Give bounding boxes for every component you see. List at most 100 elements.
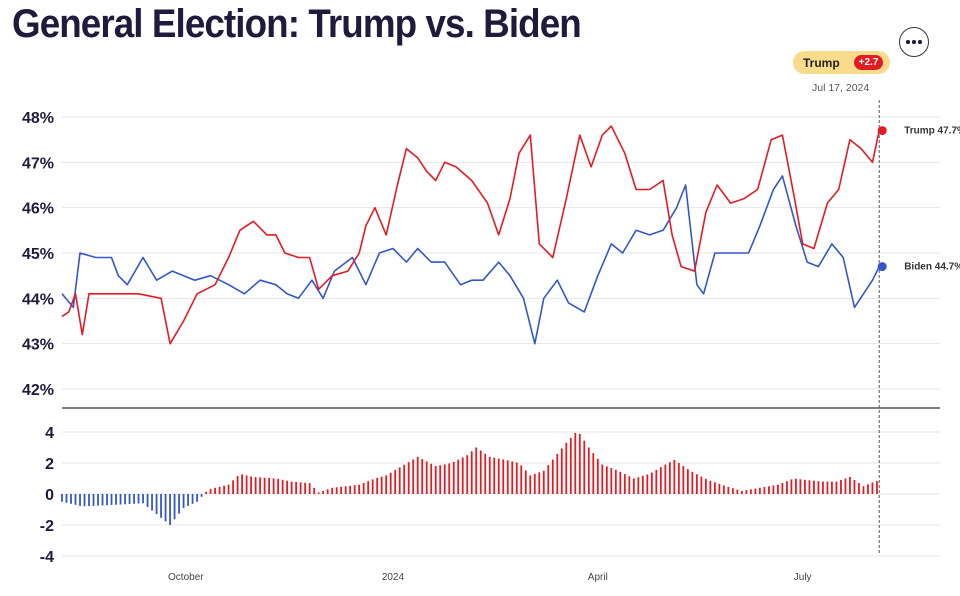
trump-margin-bar [250,476,253,494]
biden-margin-bar [196,494,198,502]
trump-margin-bar [587,447,590,494]
trump-margin-bar [745,490,748,494]
trump-margin-bar [731,488,734,494]
trump-margin-bar [826,481,829,494]
trump-margin-bar [295,481,298,494]
trump-margin-bar [569,437,572,494]
biden-margin-bar [169,494,171,525]
trump-margin-bar [727,486,730,494]
trump-margin-bar [430,463,433,494]
trump-margin-bar [254,477,257,494]
trump-margin-bar [718,483,721,494]
trump-margin-bar [475,447,478,494]
biden-margin-bar [110,494,113,505]
trump-margin-bar [844,478,847,494]
trump-margin-bar [637,477,640,494]
biden-line [61,175,880,345]
biden-margin-bar [88,494,90,507]
y-tick-label: 47% [22,155,54,172]
trump-margin-bar [858,483,860,494]
biden-margin-bar [155,494,158,515]
y-tick-label: 46% [22,201,54,218]
trump-margin-bar [691,471,694,494]
biden-margin-bar [70,494,72,504]
biden-margin-bar [182,494,185,508]
y-tick-label: 48% [22,110,54,127]
y-tick-label: 2 [45,456,54,473]
trump-margin-bar [520,465,523,494]
trump-margin-bar [448,463,451,494]
biden-margin-bar [83,494,86,507]
y-tick-label: 42% [22,382,54,399]
margin-bars [61,432,878,525]
trump-margin-bar [272,478,275,494]
trump-margin-bar [673,459,676,494]
trump-margin-bar [470,451,473,494]
trump-margin-bar [574,432,577,494]
trump-margin-bar [795,478,797,494]
trump-margin-bar [713,482,716,494]
biden-margin-bar [128,494,131,505]
trump-margin-bar [299,482,302,494]
trump-margin-bar [367,481,370,494]
trump-margin-bar [709,480,712,494]
lower-chart-grid [62,431,940,557]
trump-margin-bar [695,474,698,494]
trump-margin-bar [439,465,442,494]
trump-margin-bar [344,486,347,494]
trump-margin-bar [524,470,527,494]
trump-margin-bar [565,442,568,494]
trump-margin-bar [628,476,631,494]
biden-end-dot [877,262,887,272]
trump-margin-bar [511,461,514,494]
y-tick-label: 44% [22,291,54,308]
x-tick-label: October [168,572,204,583]
trump-margin-bar [209,488,212,494]
trump-margin-bar [412,459,415,494]
trump-margin-bar [398,467,401,494]
y-tick-label: -4 [40,549,54,566]
trump-margin-bar [416,456,419,494]
trump-margin-bar [506,460,509,494]
trump-margin-bar [421,459,424,494]
biden-margin-bar [124,494,126,505]
trump-margin-bar [322,490,325,494]
trump-margin-bar [641,475,644,494]
trump-margin-bar [353,485,356,494]
biden-margin-bar [92,494,95,506]
trump-end-dot [877,126,887,136]
trump-margin-bar [484,453,487,494]
biden-margin-bar [133,494,135,504]
trump-margin-bar [722,485,725,494]
upper-chart-grid [62,116,940,390]
trump-margin-bar [218,486,221,494]
trump-margin-bar [551,459,554,494]
trump-margin-bar [385,475,388,494]
trump-margin-bar [452,461,455,494]
more-horizontal-icon [906,40,910,44]
trump-margin-bar [740,490,743,494]
biden-margin-bar [79,494,81,506]
trump-margin-bar [781,482,784,494]
trump-margin-bar [259,477,262,494]
trump-margin-bar [777,484,779,494]
trump-margin-bar [614,469,617,494]
chart-axes: 48% 47% 46% 45% 44% 43% 42% 4 2 0 -2 -4 October 2024 A… [22,100,940,583]
trump-margin-bar [403,464,406,494]
trump-margin-bar [768,486,770,494]
biden-margin-bar [101,494,104,506]
trump-margin-bar [876,481,878,494]
more-options-button[interactable] [899,27,929,57]
trump-margin-bar [542,470,545,494]
trump-margin-bar [650,472,653,494]
trump-margin-bar [547,465,550,494]
trump-margin-bar [394,470,397,494]
biden-margin-bar [142,494,144,504]
leader-badge: Trump +2.7 [793,51,890,74]
trump-margin-bar [758,487,761,494]
biden-margin-bar [187,494,189,506]
trump-margin-bar [822,481,824,494]
trump-margin-bar [862,486,865,494]
trump-margin-bar [502,459,505,494]
trump-margin-bar [786,481,788,494]
